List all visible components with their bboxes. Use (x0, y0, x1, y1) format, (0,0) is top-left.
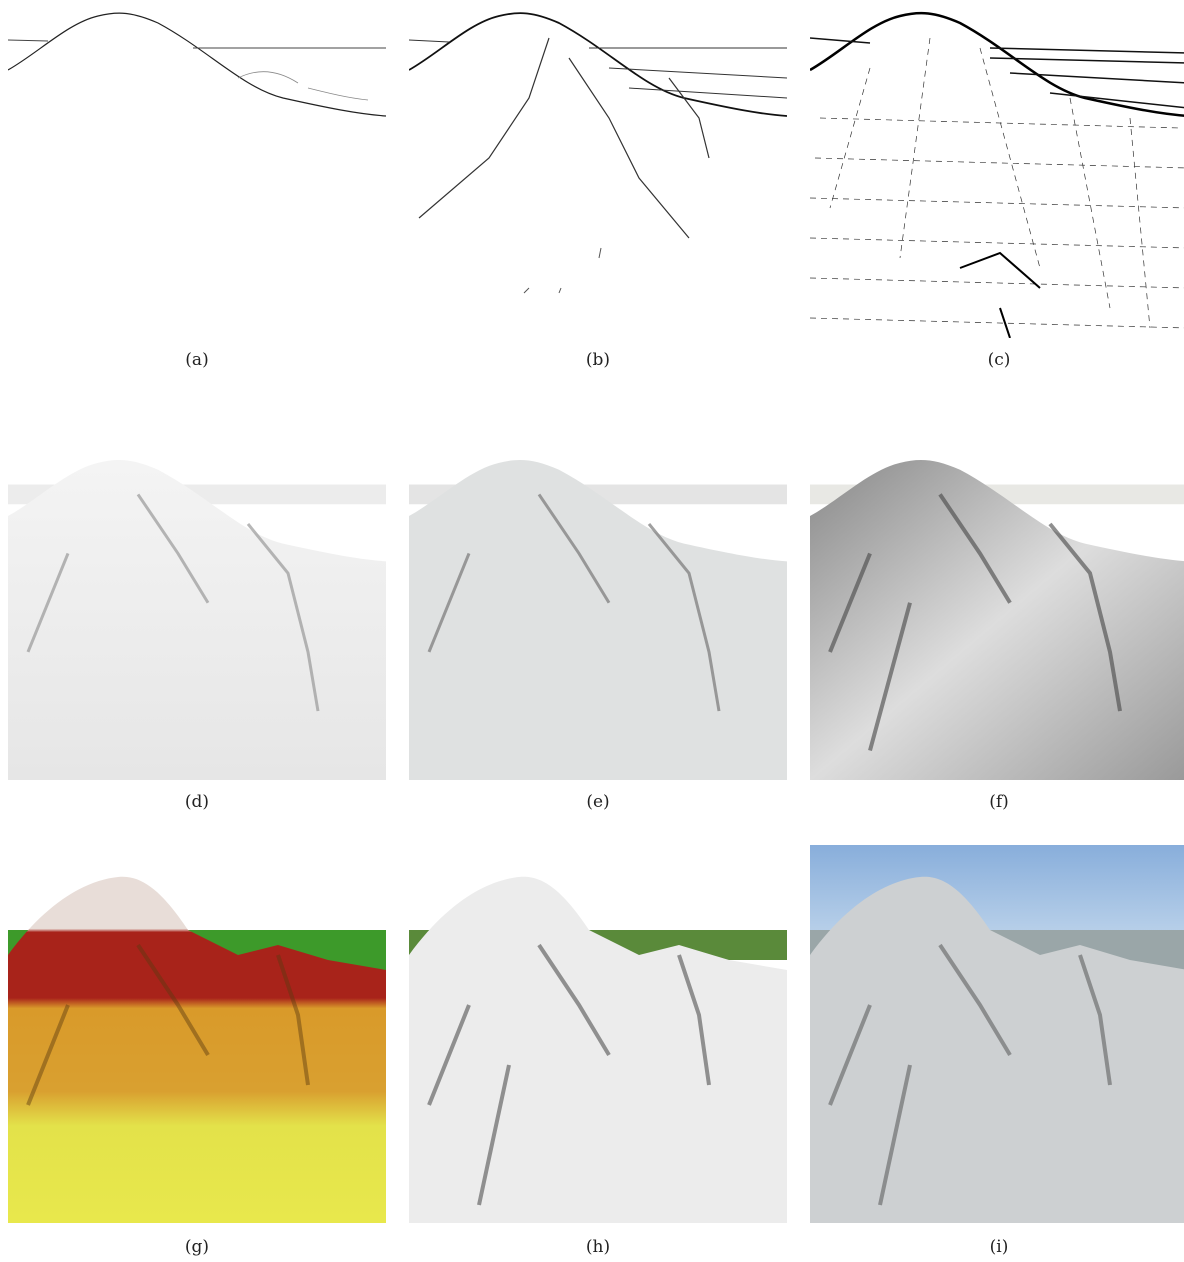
panel: (i) (810, 845, 1184, 1257)
caption: (c) (987, 350, 1011, 370)
panel: (e) (409, 455, 787, 812)
image (8, 12, 386, 117)
panel: (c) (810, 8, 1184, 370)
caption: (g) (184, 1237, 210, 1257)
panel: (d) (8, 455, 386, 812)
caption: (b) (585, 350, 611, 370)
image (8, 460, 386, 780)
image (810, 11, 1184, 338)
caption: (d) (184, 792, 210, 812)
image (8, 876, 386, 1223)
image (409, 12, 787, 294)
panel: (a) (8, 8, 386, 370)
panel: (f) (810, 455, 1184, 812)
caption: (f) (989, 792, 1009, 812)
caption: (a) (185, 350, 209, 370)
image (810, 460, 1184, 780)
panel: (h) (409, 845, 787, 1257)
caption: (i) (989, 1237, 1009, 1257)
panel: (b) (409, 8, 787, 370)
caption: (h) (585, 1237, 611, 1257)
panel: (g) (8, 845, 386, 1257)
caption: (e) (586, 792, 610, 812)
image (810, 845, 1184, 1223)
image (409, 876, 787, 1223)
image (409, 460, 787, 780)
